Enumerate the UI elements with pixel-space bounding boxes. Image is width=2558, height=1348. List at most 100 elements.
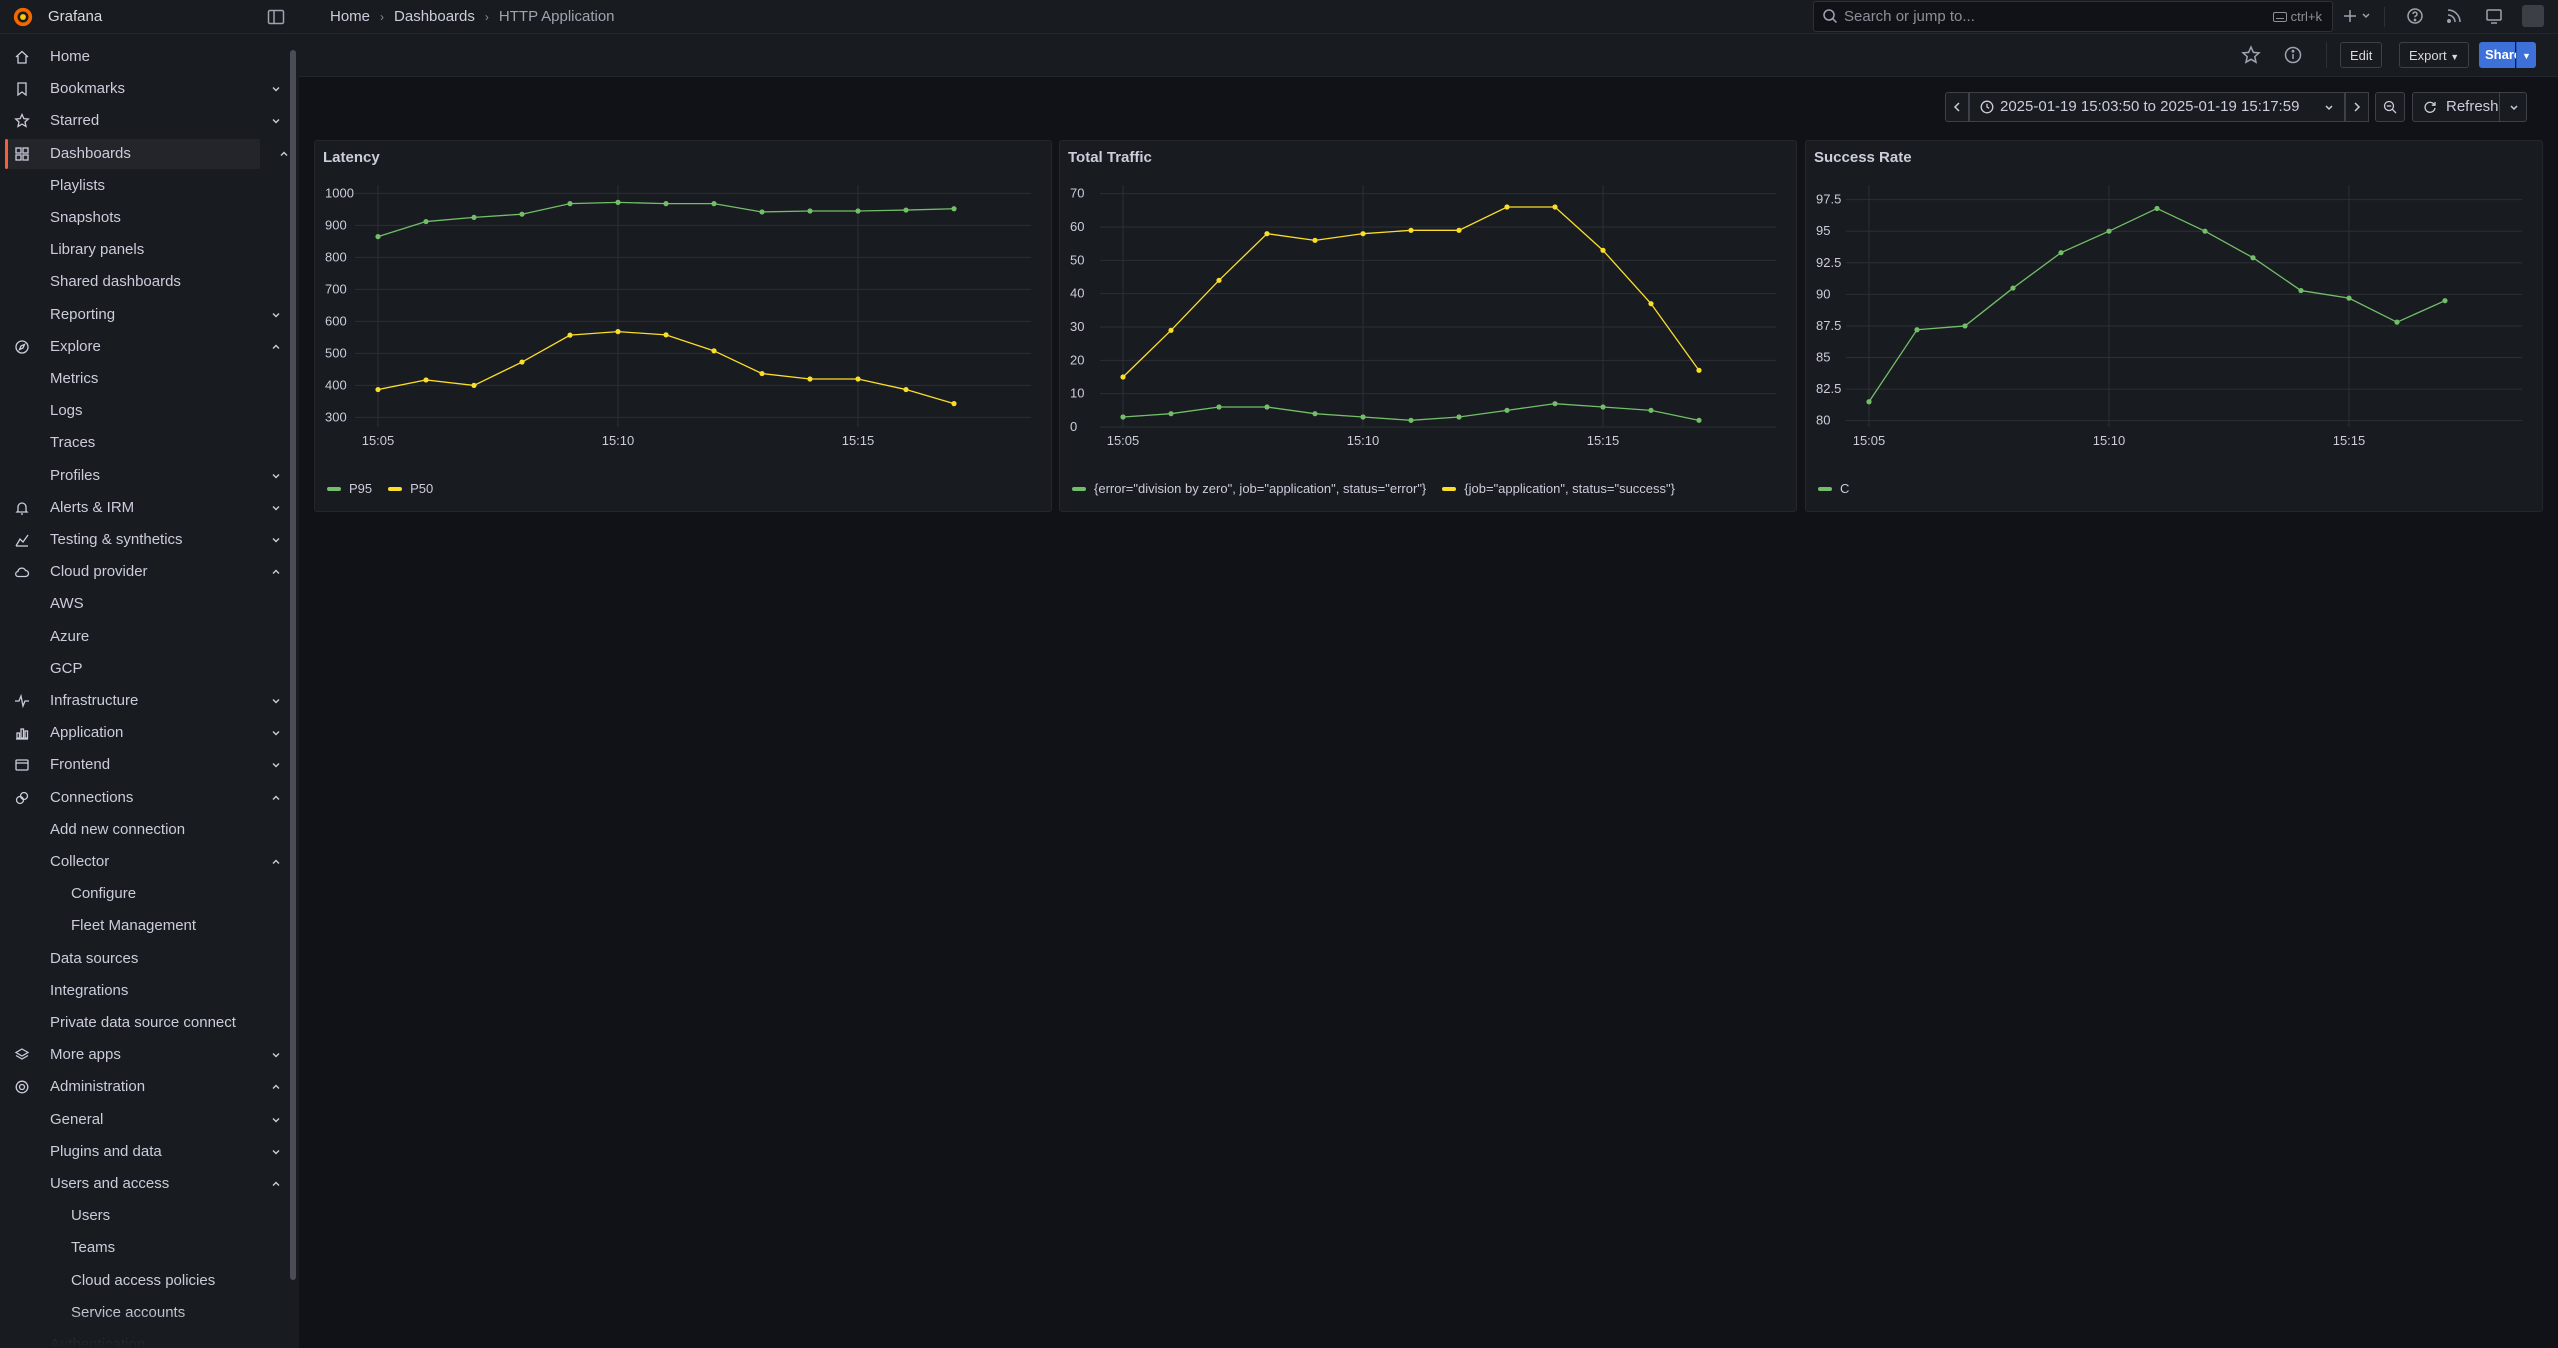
sidebar-item-cloud-access-policies[interactable]: Cloud access policies (0, 1266, 288, 1296)
chevron-up-icon[interactable] (278, 148, 288, 160)
sidebar-item-metrics[interactable]: Metrics (0, 364, 288, 394)
sidebar-item-aws[interactable]: AWS (0, 589, 288, 619)
panel-title: Success Rate (1814, 149, 1912, 166)
sidebar-item-snapshots[interactable]: Snapshots (0, 203, 288, 233)
sidebar-item-connections[interactable]: Connections (0, 783, 288, 813)
sidebar-item-bookmarks[interactable]: Bookmarks (0, 74, 288, 104)
chevron-down-icon[interactable] (270, 1049, 282, 1061)
chevron-up-icon[interactable] (270, 1178, 282, 1190)
legend-item[interactable]: C (1818, 481, 1849, 496)
sidebar-item-frontend[interactable]: Frontend (0, 750, 288, 780)
sidebar-item-starred[interactable]: Starred (0, 106, 288, 136)
sidebar-item-application[interactable]: Application (0, 718, 288, 748)
help-icon[interactable] (2405, 6, 2425, 26)
sidebar-item-playlists[interactable]: Playlists (0, 171, 288, 201)
sidebar-item-administration[interactable]: Administration (0, 1072, 288, 1102)
kiosk-monitor-icon[interactable] (2484, 6, 2504, 26)
chevron-down-icon[interactable] (270, 534, 282, 546)
sidebar-item-alerts-irm[interactable]: Alerts & IRM (0, 493, 288, 523)
legend-label: P50 (410, 481, 434, 496)
data-point (567, 332, 573, 338)
sidebar-item-shared-dashboards[interactable]: Shared dashboards (0, 267, 288, 297)
chevron-down-icon[interactable] (270, 502, 282, 514)
sidebar-item-plugins-and-data[interactable]: Plugins and data (0, 1137, 288, 1167)
sidebar-item-home[interactable]: Home (0, 42, 288, 72)
sidebar-item-azure[interactable]: Azure (0, 622, 288, 652)
sidebar-item-fleet-management[interactable]: Fleet Management (0, 911, 288, 941)
data-point (1648, 407, 1654, 413)
zoom-out-icon (2383, 100, 2397, 114)
sidebar-item-integrations[interactable]: Integrations (0, 976, 288, 1006)
chevron-down-icon[interactable] (270, 309, 282, 321)
rss-news-icon[interactable] (2444, 6, 2464, 26)
data-point (1312, 411, 1318, 417)
panel-latency[interactable]: Latency 300 400 500 600 700 800 900 1000 15:05 15… (314, 140, 1052, 512)
sidebar-item-add-new-connection[interactable]: Add new connection (0, 815, 288, 845)
chevron-down-icon[interactable] (270, 759, 282, 771)
chevron-up-icon[interactable] (270, 856, 282, 868)
sidebar-item-logs[interactable]: Logs (0, 396, 288, 426)
sidebar-item-label: Application (50, 724, 124, 742)
star-dashboard-icon[interactable] (2240, 44, 2262, 66)
avatar[interactable] (2522, 5, 2544, 27)
sidebar-item-data-sources[interactable]: Data sources (0, 944, 288, 974)
legend-item[interactable]: {job="application", status="success"} (1442, 481, 1675, 496)
chevron-down-icon[interactable] (270, 83, 282, 95)
dock-menu-icon[interactable] (266, 7, 286, 27)
dashboard-info-icon[interactable] (2282, 44, 2304, 66)
chevron-down-icon[interactable] (270, 470, 282, 482)
refresh-interval-dropdown[interactable] (2499, 92, 2527, 122)
data-point (519, 359, 525, 365)
legend-item[interactable]: {error="division by zero", job="applicat… (1072, 481, 1426, 496)
chevron-down-icon[interactable] (270, 727, 282, 739)
sidebar-item-more-apps[interactable]: More apps (0, 1040, 288, 1070)
chevron-up-icon[interactable] (270, 566, 282, 578)
search-input[interactable]: Search or jump to... ctrl+k (1813, 1, 2333, 32)
chevron-up-icon[interactable] (270, 341, 282, 353)
sidebar-item-private-data-source-connect[interactable]: Private data source connect (0, 1008, 288, 1038)
sidebar-item-collector[interactable]: Collector (0, 847, 288, 877)
legend-item[interactable]: P95 (327, 481, 372, 496)
chevron-down-icon[interactable] (270, 695, 282, 707)
sidebar-item-profiles[interactable]: Profiles (0, 461, 288, 491)
chevron-down-icon[interactable] (270, 115, 282, 127)
time-range-picker[interactable]: 2025-01-19 15:03:50 to 2025-01-19 15:17:… (1969, 92, 2345, 122)
breadcrumb-home[interactable]: Home (330, 8, 371, 25)
sidebar-item-users[interactable]: Users (0, 1201, 288, 1231)
chevron-down-icon[interactable] (270, 1114, 282, 1126)
chevron-up-icon[interactable] (270, 1081, 282, 1093)
sidebar-item-reporting[interactable]: Reporting (0, 300, 288, 330)
panel-total-traffic[interactable]: Total Traffic 0 10 20 30 40 50 60 70 15:05 15:10 1… (1059, 140, 1797, 512)
sidebar-item-dashboards[interactable]: Dashboards (8, 138, 288, 169)
time-shift-forward-button[interactable] (2345, 92, 2369, 122)
sidebar-item-infrastructure[interactable]: Infrastructure (0, 686, 288, 716)
sidebar-item-cloud-provider[interactable]: Cloud provider (0, 557, 288, 587)
chevron-down-icon[interactable] (270, 1146, 282, 1158)
sidebar-item-traces[interactable]: Traces (0, 428, 288, 458)
sidebar-item-configure[interactable]: Configure (0, 879, 288, 909)
share-button[interactable]: Share (2479, 42, 2521, 68)
share-menu-chevron-icon[interactable]: ▼ (2516, 42, 2536, 68)
time-shift-back-button[interactable] (1945, 92, 1969, 122)
export-button[interactable]: Export ▼ (2399, 42, 2470, 68)
panel-success-rate[interactable]: Success Rate 80 82.5 85 87.5 90 92.5 95 97.5 15:… (1805, 140, 2543, 512)
sidebar-item-explore[interactable]: Explore (0, 332, 288, 362)
sidebar-item-users-and-access[interactable]: Users and access (0, 1169, 288, 1199)
edit-button[interactable]: Edit (2340, 42, 2383, 68)
chevron-up-icon[interactable] (270, 792, 282, 804)
legend-item[interactable]: P50 (388, 481, 433, 496)
refresh-button[interactable]: Refresh (2412, 92, 2500, 122)
sidebar-scrollbar[interactable] (290, 50, 296, 1280)
data-point (1456, 414, 1462, 420)
grafana-logo-icon[interactable] (12, 6, 34, 28)
breadcrumb-dashboards[interactable]: Dashboards (394, 8, 475, 25)
sidebar-item-label: More apps (50, 1046, 121, 1064)
legend-swatch (388, 486, 403, 491)
sidebar-item-testing-synthetics[interactable]: Testing & synthetics (0, 525, 288, 555)
sidebar-item-teams[interactable]: Teams (0, 1233, 288, 1263)
sidebar-item-library-panels[interactable]: Library panels (0, 235, 288, 265)
zoom-out-button[interactable] (2375, 92, 2405, 122)
sidebar-item-general[interactable]: General (0, 1105, 288, 1135)
new-plus-icon[interactable] (2342, 6, 2376, 26)
sidebar-item-gcp[interactable]: GCP (0, 654, 288, 684)
